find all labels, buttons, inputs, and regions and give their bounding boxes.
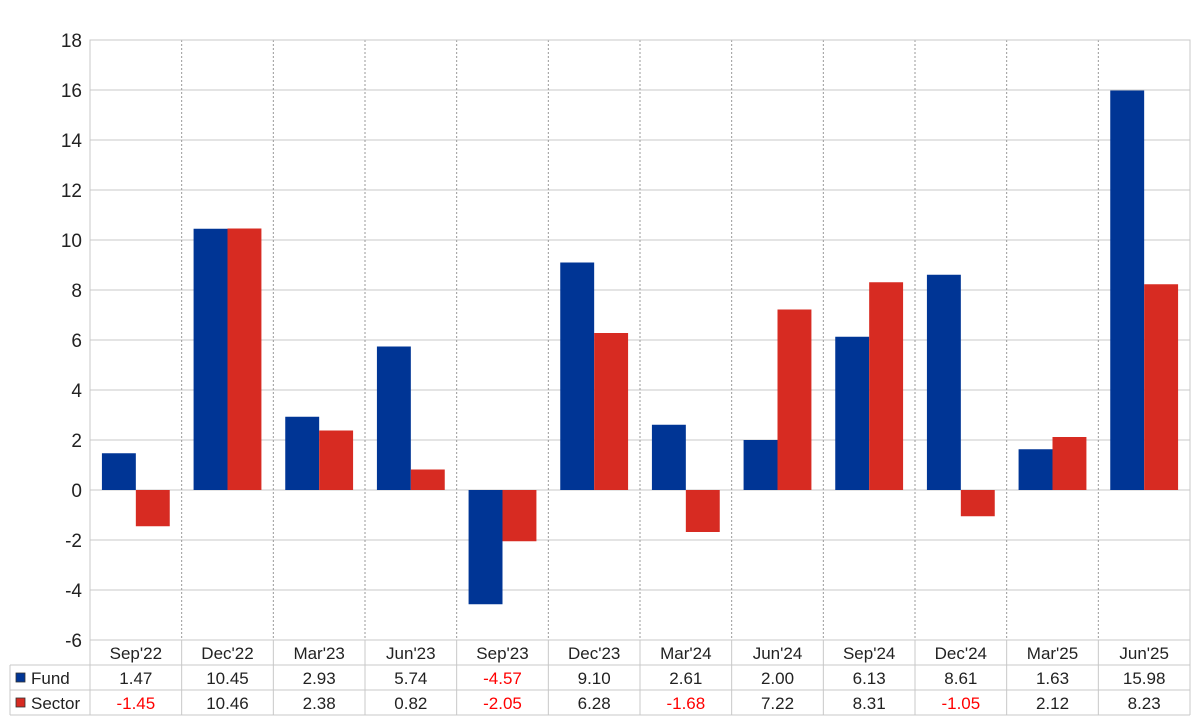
x-category-label: Jun'23 — [386, 644, 436, 663]
legend-label: Fund — [31, 669, 70, 688]
bar-sector — [960, 490, 995, 517]
legend-swatch-sector — [15, 697, 26, 708]
y-tick-label: -4 — [65, 581, 82, 602]
table-value: 2.12 — [1036, 694, 1069, 713]
bar-fund — [651, 424, 686, 490]
bar-sector — [319, 430, 354, 490]
table-value: 8.61 — [944, 669, 977, 688]
x-category-label: Sep'22 — [110, 644, 162, 663]
y-tick-label: 2 — [71, 431, 82, 452]
data-table: Sep'22 Dec'22 Mar'23 Jun'23 Sep'23 Dec'23 Mar'… — [9, 639, 1191, 716]
y-tick-label: 0 — [71, 481, 82, 502]
bar-fund — [1018, 449, 1053, 490]
bar-fund — [468, 490, 503, 605]
bar-fund — [193, 228, 228, 490]
bar-sector — [410, 469, 445, 490]
table-value: 0.82 — [394, 694, 427, 713]
y-tick-label: 18 — [61, 31, 82, 52]
table-value: 1.47 — [119, 669, 152, 688]
table-value: 7.22 — [761, 694, 794, 713]
bar-fund — [285, 416, 320, 490]
legend-label: Sector — [31, 694, 80, 713]
x-category-label: Sep'23 — [476, 644, 528, 663]
bar-sector — [227, 228, 262, 490]
bar-sector — [685, 490, 720, 532]
bar-sector — [1144, 284, 1179, 490]
grid — [89, 39, 1191, 641]
table-value: 6.13 — [853, 669, 886, 688]
table-value: -1.45 — [116, 694, 155, 713]
table-value: 10.45 — [206, 669, 249, 688]
y-tick-label: 12 — [61, 181, 82, 202]
y-tick-label: 14 — [61, 131, 83, 152]
table-value: -1.05 — [941, 694, 980, 713]
table-value: 2.61 — [669, 669, 702, 688]
x-category-label: Mar'24 — [660, 644, 711, 663]
y-tick-label: 4 — [71, 381, 82, 402]
table-value: 15.98 — [1123, 669, 1166, 688]
table-value: -4.57 — [483, 669, 522, 688]
x-category-label: Mar'25 — [1027, 644, 1078, 663]
bar-fund — [743, 440, 778, 490]
y-axis: -6 -4 -2 0 2 4 6 8 10 12 14 16 18 — [61, 31, 83, 652]
bar-sector — [869, 282, 904, 490]
x-category-label: Jun'24 — [753, 644, 803, 663]
table-value: -2.05 — [483, 694, 522, 713]
bar-fund — [835, 336, 870, 490]
table-value: 8.23 — [1128, 694, 1161, 713]
bar-fund — [101, 453, 136, 490]
y-tick-label: -6 — [65, 631, 82, 652]
table-value: -1.68 — [666, 694, 705, 713]
table-value: 5.74 — [394, 669, 427, 688]
table-value: 2.93 — [303, 669, 336, 688]
table-value: 8.31 — [853, 694, 886, 713]
table-value: 9.10 — [578, 669, 611, 688]
x-category-label: Dec'24 — [935, 644, 987, 663]
bar-fund — [560, 262, 595, 490]
x-category-label: Jun'25 — [1119, 644, 1169, 663]
x-category-label: Sep'24 — [843, 644, 895, 663]
table-value: 2.38 — [303, 694, 336, 713]
bar-sector — [777, 309, 812, 490]
bar-sector — [1052, 437, 1087, 490]
bars — [101, 90, 1179, 605]
x-category-label: Dec'22 — [201, 644, 253, 663]
table-value: 1.63 — [1036, 669, 1069, 688]
bar-sector — [502, 490, 537, 542]
bar-sector — [135, 490, 170, 527]
bar-fund — [1110, 90, 1145, 490]
y-tick-label: 10 — [61, 231, 82, 252]
y-tick-label: 6 — [71, 331, 82, 352]
bar-fund — [926, 274, 961, 490]
legend-swatch-fund — [15, 672, 26, 683]
table-value: 10.46 — [206, 694, 249, 713]
y-tick-label: 8 — [71, 281, 82, 302]
bar-sector — [594, 333, 629, 490]
y-tick-label: 16 — [61, 81, 82, 102]
x-category-label: Mar'23 — [293, 644, 344, 663]
x-category-label: Dec'23 — [568, 644, 620, 663]
table-value: 6.28 — [578, 694, 611, 713]
bar-fund — [376, 346, 411, 490]
y-tick-label: -2 — [65, 531, 82, 552]
table-value: 2.00 — [761, 669, 794, 688]
